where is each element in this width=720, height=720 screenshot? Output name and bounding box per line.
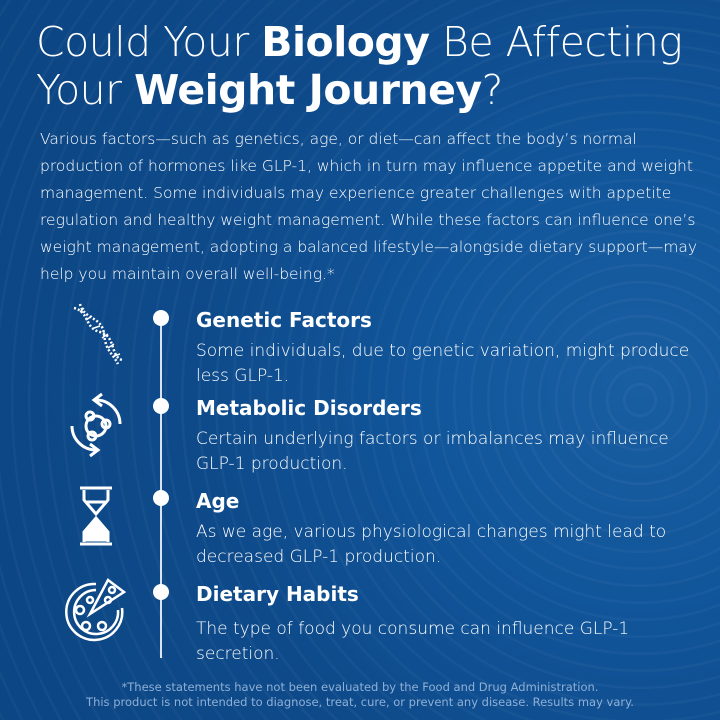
title-text: ? [481,66,504,114]
factor-age: Age As we age, various physiological cha… [196,488,696,570]
timeline-line [160,318,162,658]
timeline-dot [153,398,169,414]
title-text: Be Affecting [429,18,683,66]
timeline-dot [153,490,169,506]
title-bold: Weight Journey [134,66,482,114]
factor-heading: Age [196,489,240,513]
dna-icon [73,303,123,365]
timeline-dot [153,310,169,326]
factor-metabolic: Metabolic Disorders Certain underlying f… [196,395,696,477]
hourglass-icon [80,486,112,546]
factor-text: Certain underlying factors or imbalances… [196,429,669,474]
metabolism-cycle-icon [70,392,122,458]
intro-paragraph: Various factors—such as genetics, age, o… [40,130,697,283]
page-title: Could Your Biology Be Affecting Your Wei… [36,18,683,114]
timeline-dot [153,584,169,600]
factor-heading: Dietary Habits [196,582,359,606]
disclaimer-line: This product is not intended to diagnose… [86,695,634,709]
factor-text: The type of food you consume can influen… [196,619,630,664]
factor-genetic: Genetic Factors Some individuals, due to… [196,307,696,389]
factor-heading: Genetic Factors [196,308,372,332]
title-bold: Biology [261,18,430,66]
disclaimer: *These statements have not been evaluate… [0,680,720,710]
factor-text: Some individuals, due to genetic variati… [196,341,690,386]
title-text: Your [36,66,135,114]
title-text: Could Your [36,18,262,66]
factor-dietary: Dietary Habits The type of food you cons… [196,581,696,667]
factor-heading: Metabolic Disorders [196,396,422,420]
disclaimer-line: *These statements have not been evaluate… [121,680,599,694]
pizza-icon [65,578,127,642]
factor-text: As we age, various physiological changes… [196,522,667,567]
